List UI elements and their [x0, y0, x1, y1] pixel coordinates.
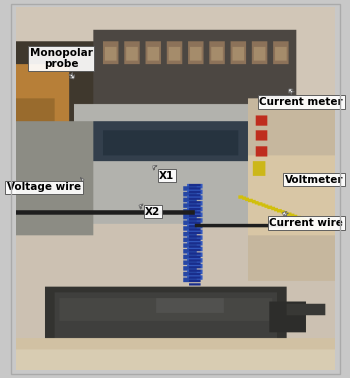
Text: Current meter: Current meter — [259, 89, 343, 107]
Text: Monopolar
probe: Monopolar probe — [30, 48, 93, 79]
Text: X2: X2 — [139, 204, 161, 217]
Text: X1: X1 — [153, 166, 175, 181]
Text: Voltage wire: Voltage wire — [7, 177, 84, 192]
Text: Voltmeter: Voltmeter — [285, 174, 343, 184]
Text: Current wire: Current wire — [269, 211, 343, 228]
